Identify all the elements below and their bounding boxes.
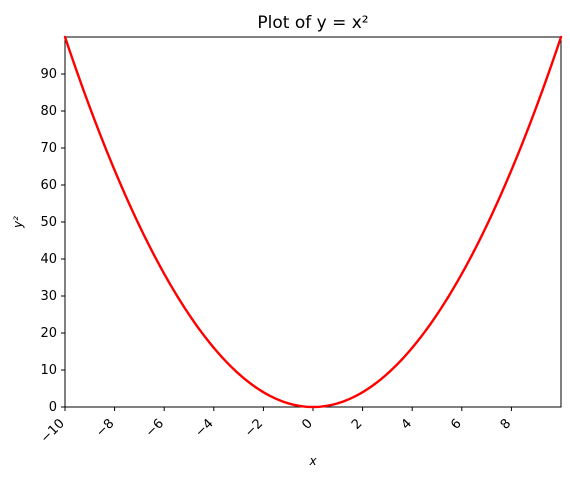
series-line-0 [63, 35, 563, 409]
y-tick-label: 40 [40, 252, 57, 267]
y-tick-label: 60 [40, 178, 57, 193]
y-tick-label: 20 [40, 326, 57, 341]
y-tick-label: 10 [40, 363, 57, 378]
x-tick-label: −4 [192, 416, 216, 440]
x-tick-label: −8 [93, 416, 117, 440]
x-tick-label: 2 [349, 416, 365, 432]
x-axis-label: x [308, 454, 317, 468]
x-axis: −10 −8 −6 −4 −2 0 2 4 6 8 x [38, 407, 514, 468]
x-tick-label: −6 [143, 416, 167, 440]
x-tick-label: 8 [498, 416, 514, 432]
y-axis: 0 10 20 30 40 50 60 70 80 90 y² [11, 67, 65, 415]
y-tick-label: 30 [40, 289, 57, 304]
y-tick-label: 50 [40, 215, 57, 230]
y-tick-label: 0 [49, 400, 57, 415]
y-axis-label: y² [11, 216, 25, 229]
y-tick-label: 70 [40, 141, 57, 156]
series-group [63, 35, 563, 409]
plot-area [64, 36, 562, 408]
y-tick-label: 80 [40, 104, 57, 119]
chart-title: Plot of y = x² [257, 13, 368, 33]
y-tick-label: 90 [40, 67, 57, 82]
x-tick-label: −10 [38, 416, 68, 446]
x-tick-label: 6 [448, 416, 464, 432]
x-tick-label: −2 [242, 416, 266, 440]
chart-title-group: Plot of y = x² [257, 13, 368, 33]
plot-frame [64, 36, 562, 408]
x-tick-label: 0 [299, 416, 315, 432]
x-tick-label: 4 [399, 416, 415, 432]
